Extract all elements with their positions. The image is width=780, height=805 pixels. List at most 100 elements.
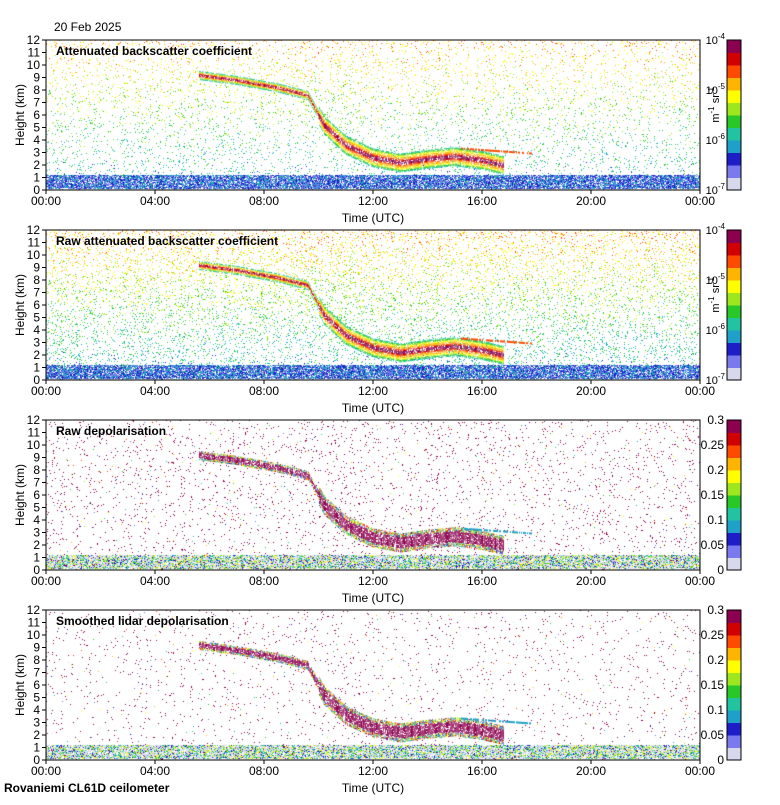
y-tick-label: 3	[33, 336, 40, 350]
heatmap-image	[46, 40, 700, 190]
colorbar-segment	[727, 660, 741, 673]
colorbar-segment	[727, 610, 741, 623]
y-tick-label: 2	[33, 728, 40, 742]
colorbar-segment	[727, 152, 741, 166]
x-tick-label: 00:00	[31, 574, 61, 588]
x-tick-label: 16:00	[467, 194, 497, 208]
x-tick-label: 00:00	[31, 764, 61, 778]
x-tick-label: 00:00	[685, 194, 715, 208]
colorbar-tick-label: 10-4	[706, 222, 726, 237]
colorbar-segment	[727, 342, 741, 356]
y-tick-label: 9	[33, 71, 40, 85]
y-tick-label: 9	[33, 641, 40, 655]
colorbar-segment	[727, 367, 741, 381]
y-tick-label: 11	[28, 616, 41, 630]
panel-4: Smoothed lidar depolarisation01234567891…	[13, 603, 742, 795]
colorbar-unit: m-1 sr-1	[707, 86, 722, 122]
x-tick-label: 12:00	[358, 574, 388, 588]
heatmap-image	[46, 230, 700, 380]
colorbar-segment	[727, 292, 741, 306]
colorbar-tick-label: 0	[717, 563, 724, 577]
y-tick-label: 9	[33, 261, 40, 275]
y-tick-label: 2	[33, 538, 40, 552]
colorbar-segment	[727, 635, 741, 648]
x-axis-label: Time (UTC)	[342, 781, 404, 795]
colorbar-segment	[727, 40, 741, 53]
y-tick-label: 4	[33, 133, 40, 147]
colorbar-segment	[727, 470, 741, 483]
colorbar-segment	[727, 102, 741, 116]
y-tick-label: 4	[33, 323, 40, 337]
date-label: 20 Feb 2025	[54, 20, 122, 34]
y-tick-label: 2	[33, 158, 40, 172]
x-tick-label: 20:00	[576, 194, 606, 208]
y-tick-label: 6	[33, 488, 40, 502]
colorbar-frame	[726, 39, 742, 191]
colorbar-tick-label: 0.25	[701, 438, 725, 452]
x-tick-label: 16:00	[467, 764, 497, 778]
y-tick-label: 12	[27, 223, 41, 237]
y-tick-label: 2	[33, 348, 40, 362]
colorbar-tick-label: 10-6	[706, 132, 726, 147]
colorbar-segment	[727, 317, 741, 331]
colorbar-tick-label: 0.05	[701, 538, 725, 552]
x-tick-label: 04:00	[140, 384, 170, 398]
colorbar-frame	[726, 609, 742, 761]
y-tick-label: 0	[33, 753, 40, 767]
y-tick-label: 5	[33, 311, 40, 325]
y-axis-label: Height (km)	[13, 654, 27, 716]
x-tick-label: 04:00	[140, 194, 170, 208]
colorbar-tick-label: 0.15	[701, 678, 725, 692]
colorbar-segment	[727, 140, 741, 153]
colorbar-segment	[727, 482, 741, 496]
y-axis-label: Height (km)	[13, 84, 27, 146]
y-tick-label: 7	[33, 666, 40, 680]
y-tick-label: 8	[33, 653, 40, 667]
heatmap-image	[46, 610, 700, 760]
x-axis-label: Time (UTC)	[342, 401, 404, 415]
colorbar-segment	[727, 672, 741, 686]
x-tick-label: 04:00	[140, 764, 170, 778]
colorbar-segment	[727, 457, 741, 471]
colorbar-segment	[727, 230, 741, 243]
colorbar-segment	[727, 532, 741, 546]
colorbar-segment	[727, 647, 741, 661]
y-tick-label: 0	[33, 373, 40, 387]
colorbar-tick-label: 0.25	[701, 628, 725, 642]
colorbar-segment	[727, 557, 741, 571]
colorbar-segment	[727, 115, 741, 128]
y-tick-label: 8	[33, 463, 40, 477]
colorbar-segment	[727, 255, 741, 268]
colorbar-segment	[727, 77, 741, 91]
y-tick-label: 3	[33, 146, 40, 160]
colorbar-tick-label: 0.05	[701, 728, 725, 742]
colorbar-segment	[727, 305, 741, 318]
y-tick-label: 5	[33, 501, 40, 515]
y-tick-label: 10	[27, 438, 41, 452]
colorbar-segment	[727, 280, 741, 293]
x-axis-label: Time (UTC)	[342, 591, 404, 605]
colorbar-segment	[727, 747, 741, 761]
x-tick-label: 00:00	[31, 194, 61, 208]
colorbar-unit: m-1 sr-1	[707, 276, 722, 312]
colorbar-tick-label: 0.3	[707, 603, 724, 617]
y-tick-label: 11	[28, 426, 41, 440]
colorbar-segment	[727, 432, 741, 446]
x-tick-label: 12:00	[358, 384, 388, 398]
colorbar-segment	[727, 710, 741, 723]
colorbar-tick-label: 10-7	[706, 182, 726, 197]
y-tick-label: 8	[33, 273, 40, 287]
colorbar-segment	[727, 545, 741, 558]
x-tick-label: 08:00	[249, 764, 279, 778]
instrument-label: Rovaniemi CL61D ceilometer	[4, 781, 170, 795]
colorbar-tick-label: 0.2	[707, 653, 724, 667]
x-tick-label: 00:00	[31, 384, 61, 398]
colorbar-tick-label: 0.1	[707, 703, 724, 717]
x-tick-label: 12:00	[358, 764, 388, 778]
colorbar-segment	[727, 127, 741, 141]
heatmap-image	[46, 420, 700, 570]
colorbar-tick-label: 10-5	[706, 272, 726, 287]
